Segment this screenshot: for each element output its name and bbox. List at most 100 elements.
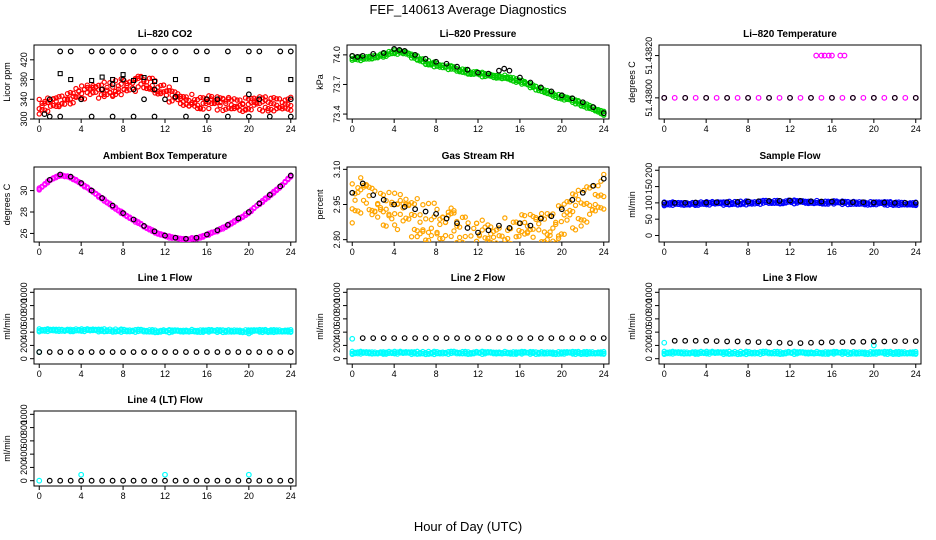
data-point xyxy=(431,349,437,356)
data-point xyxy=(130,48,137,55)
data-point xyxy=(400,349,406,355)
data-point xyxy=(575,350,582,357)
data-point xyxy=(859,350,865,357)
y-tick-label: 30 xyxy=(19,186,29,196)
data-point xyxy=(833,349,840,355)
data-point xyxy=(724,338,731,345)
data-point xyxy=(242,95,249,101)
figure-title: FEF_140613 Average Diagnostics xyxy=(369,2,567,17)
y-tick-label: 200 xyxy=(644,338,654,353)
data-point xyxy=(475,335,481,342)
data-point xyxy=(90,326,96,333)
data-point xyxy=(579,189,586,196)
data-point xyxy=(713,94,720,101)
data-point xyxy=(151,113,158,119)
data-point xyxy=(870,342,877,349)
x-tick-label: 16 xyxy=(202,247,212,257)
data-point xyxy=(352,197,358,203)
data-point xyxy=(538,239,545,242)
data-point xyxy=(530,226,536,232)
figure-xlabel: Hour of Day (UTC) xyxy=(414,519,522,534)
x-tick-label: 12 xyxy=(473,369,483,379)
data-point xyxy=(695,351,701,357)
data-point xyxy=(403,49,409,56)
data-point xyxy=(214,349,221,355)
data-point xyxy=(443,215,450,222)
data-point xyxy=(876,200,882,206)
data-point xyxy=(130,113,137,119)
data-point xyxy=(860,199,867,206)
plot-frame xyxy=(658,44,922,120)
data-point xyxy=(564,95,570,102)
data-point xyxy=(57,71,63,77)
data-point xyxy=(57,349,64,355)
data-point xyxy=(163,88,170,94)
data-point xyxy=(101,328,107,334)
data-point xyxy=(425,237,432,242)
data-point xyxy=(564,198,570,205)
data-point xyxy=(214,227,221,234)
data-point xyxy=(193,349,200,355)
data-point xyxy=(496,233,502,239)
data-point xyxy=(231,103,237,110)
data-point xyxy=(129,85,136,91)
data-point xyxy=(67,173,74,180)
data-point xyxy=(818,339,825,346)
data-point xyxy=(504,235,511,242)
data-point xyxy=(197,94,204,101)
x-tick-label: 20 xyxy=(244,247,254,257)
data-point xyxy=(414,228,420,234)
x-tick-label: 20 xyxy=(869,369,879,379)
panel-ambient: Ambient Box Temperature 0 4 8 12 16 20 24 26 28 30… xyxy=(2,151,297,257)
data-point xyxy=(383,351,389,357)
data-point xyxy=(473,238,480,242)
data-point xyxy=(120,477,126,484)
x-tick-label: 8 xyxy=(121,247,126,257)
data-point xyxy=(536,227,542,233)
data-point xyxy=(256,94,263,100)
x-tick-label: 16 xyxy=(515,124,525,134)
data-point xyxy=(572,227,579,233)
data-point xyxy=(572,202,579,209)
data-point xyxy=(224,48,231,55)
data-point xyxy=(183,113,189,119)
data-point xyxy=(391,211,398,217)
data-point xyxy=(417,212,423,218)
data-point xyxy=(194,105,201,112)
data-point xyxy=(228,328,235,334)
data-point xyxy=(537,215,544,222)
y-tick-label: 420 xyxy=(19,52,29,67)
data-point xyxy=(53,103,59,110)
data-point xyxy=(454,239,460,242)
data-point xyxy=(572,98,579,104)
x-tick-label: 16 xyxy=(515,369,525,379)
data-point xyxy=(901,350,908,357)
data-point xyxy=(208,327,215,333)
x-tick-label: 24 xyxy=(599,124,609,134)
x-tick-label: 16 xyxy=(827,369,837,379)
data-point xyxy=(581,201,587,207)
data-point xyxy=(420,56,426,62)
data-point xyxy=(808,349,814,356)
data-point xyxy=(896,350,902,356)
data-point xyxy=(200,106,206,112)
data-point xyxy=(431,200,437,206)
data-point xyxy=(245,209,252,215)
data-point xyxy=(389,50,395,57)
data-point xyxy=(584,350,590,356)
data-point xyxy=(46,176,53,183)
data-point xyxy=(88,187,95,194)
data-point xyxy=(172,76,179,83)
data-point xyxy=(488,239,494,242)
data-point xyxy=(692,350,699,356)
series-layer xyxy=(36,48,294,119)
data-point xyxy=(482,349,488,355)
data-point xyxy=(411,201,418,207)
data-point xyxy=(265,99,271,105)
data-point xyxy=(64,327,71,334)
data-point xyxy=(73,327,79,334)
x-tick-label: 24 xyxy=(599,369,609,379)
data-point xyxy=(349,335,356,342)
